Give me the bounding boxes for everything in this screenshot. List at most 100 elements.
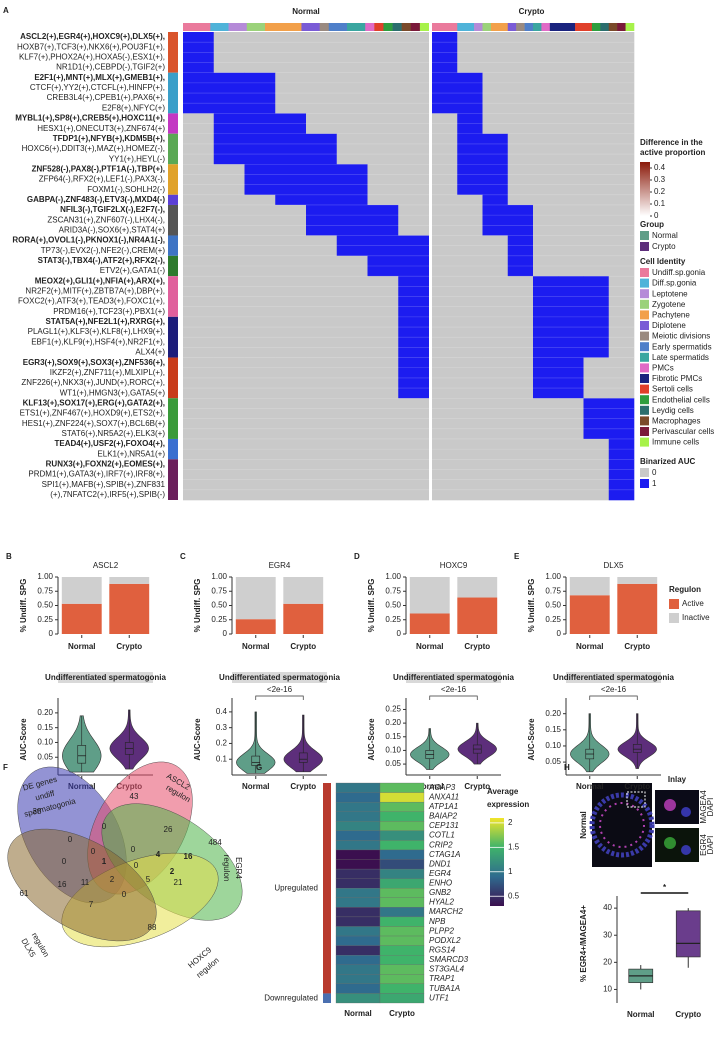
legend-swatch xyxy=(640,321,649,330)
heatmap-cell xyxy=(306,194,338,206)
heatmap-cell xyxy=(183,438,215,460)
y-tick-label: 0.50 xyxy=(37,601,53,610)
heatmap-cell xyxy=(608,133,635,165)
heatmap-cell xyxy=(457,133,483,165)
heatmap-cell xyxy=(275,72,307,114)
set-label: regulon xyxy=(222,855,231,882)
region-count: 7 xyxy=(89,900,94,909)
heatmap-cell xyxy=(336,133,368,165)
tile xyxy=(379,974,425,985)
tile xyxy=(335,801,381,812)
heatmap-cell xyxy=(583,133,610,165)
legend-label: Zygotene xyxy=(652,300,686,309)
tile xyxy=(335,974,381,985)
heatmap-cell xyxy=(183,113,215,135)
significance: * xyxy=(663,883,667,892)
heatmap-cell xyxy=(244,72,276,114)
significance-bracket xyxy=(589,695,638,700)
y-tick-label: 0.25 xyxy=(37,615,53,624)
tile xyxy=(335,897,381,908)
legend-title: Difference in the xyxy=(640,138,703,147)
heatmap-cell xyxy=(457,398,483,440)
gene-label: HYAL2 xyxy=(429,898,454,907)
row-label: E2F1(+),MNT(+),MLX(+),GMEB1(+), xyxy=(34,73,165,82)
y-tick-label: 0.25 xyxy=(385,705,401,714)
stain-label: DAPI xyxy=(706,798,715,817)
heatmap-cell xyxy=(432,398,458,440)
row-label: FOXC2(+),ATF3(+),TEAD3(+),FOXC1(+), xyxy=(18,297,165,306)
row-group-strip xyxy=(168,459,178,500)
heatmap-cell xyxy=(336,398,368,440)
identity-bar xyxy=(246,23,266,31)
gene-label: TRAP1 xyxy=(429,974,455,983)
heatmap-cell xyxy=(336,438,368,460)
heatmap-cell xyxy=(275,357,307,399)
tile xyxy=(335,907,381,918)
y-axis-label: AUC-Score xyxy=(193,718,202,761)
heatmap-cell xyxy=(336,459,368,501)
heatmap-cell xyxy=(275,113,307,135)
legend-label: Immune cells xyxy=(652,438,699,447)
heatmap-cell xyxy=(457,204,483,236)
heatmap-cell xyxy=(213,164,245,196)
heatmap-cell xyxy=(507,72,534,114)
row-group-strip xyxy=(168,398,178,439)
y-tick-label: 1.00 xyxy=(37,572,53,581)
heatmap-cell xyxy=(367,72,399,114)
stain-label: EGR4 xyxy=(699,834,708,856)
heatmap-cell xyxy=(608,255,635,277)
heatmap-cell xyxy=(432,133,458,165)
heatmap-cell xyxy=(432,357,458,399)
heatmap-cell xyxy=(432,32,458,73)
set-label: EGR4 xyxy=(234,857,243,879)
y-tick-label: 1.00 xyxy=(211,572,227,581)
bar-segment xyxy=(617,577,658,584)
identity-bar xyxy=(347,23,366,31)
y-tick-label: 0 xyxy=(49,629,54,638)
heatmap-cell xyxy=(558,235,584,257)
row-label: ZFP64(-),RFX2(+),LEF1(-),PAX3(-), xyxy=(39,175,165,184)
bar-segment xyxy=(283,577,324,604)
tile xyxy=(335,868,381,879)
heatmap-cell xyxy=(367,32,399,73)
row-label: STAT6(+),NR5A2(+),ELK3(+) xyxy=(61,429,165,438)
identity-bar xyxy=(365,23,375,31)
heatmap-cell xyxy=(336,32,368,73)
legend-swatch xyxy=(640,310,649,320)
strip xyxy=(406,672,501,683)
heatmap-cell xyxy=(398,398,430,440)
heatmap-cell xyxy=(244,438,276,460)
heatmap-cell xyxy=(432,235,458,257)
heatmap-cell xyxy=(482,164,509,196)
heatmap-cell xyxy=(482,398,509,440)
row-label: TP73(-),EVX2(-),NFE2(-),CREM(+) xyxy=(41,246,166,255)
row-label: HESX1(+),ONECUT3(+),ZNF674(+) xyxy=(37,124,165,133)
heatmap-cell xyxy=(432,316,458,358)
heatmap-cell xyxy=(457,357,483,399)
chart-title: HOXC9 xyxy=(440,561,468,570)
heatmap-cell xyxy=(608,204,635,236)
heatmap-cell xyxy=(244,357,276,399)
region-count: 11 xyxy=(81,878,90,887)
heatmap-cell xyxy=(583,204,610,236)
bar-segment xyxy=(61,603,102,634)
heatmap-cell xyxy=(336,164,368,196)
row-label: EBF1(+),KLF9(+),HSF4(+),NR2F1(+), xyxy=(31,337,165,346)
tile xyxy=(379,888,425,898)
row-label: IKZF2(+),ZNF711(+),MLXIPL(+), xyxy=(50,368,165,377)
gene-label: SMARCD3 xyxy=(429,955,469,964)
heatmap-cell xyxy=(183,398,215,440)
tile xyxy=(335,859,381,870)
row-label: CREB3L4(+),CPEB1(+),PAX6(+), xyxy=(47,93,165,102)
heatmap-cell xyxy=(558,459,584,501)
row-label: ARID3A(-),SOX6(+),STAT4(+) xyxy=(59,226,166,235)
heatmap-cell xyxy=(183,194,215,206)
heatmap-cell xyxy=(336,72,368,114)
heatmap-cell xyxy=(533,133,559,165)
heatmap-cell xyxy=(183,72,215,114)
legend-swatch xyxy=(640,405,649,415)
x-tick-label: Crypto xyxy=(290,782,316,791)
gene-label: GNB2 xyxy=(429,888,451,897)
tile xyxy=(379,993,425,1004)
